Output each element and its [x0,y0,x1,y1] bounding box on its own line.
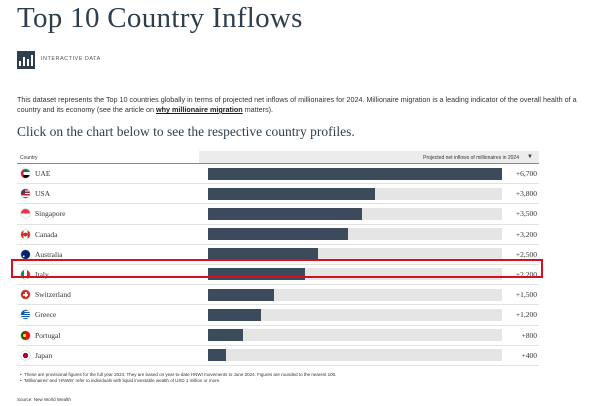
country-name[interactable]: Canada [35,229,58,239]
footnote-1: • These are provisional figures for the … [20,372,337,377]
inflow-value: +800 [521,330,537,340]
country-name[interactable]: Portugal [35,330,61,340]
inflow-value: +400 [521,350,537,360]
bar-track [208,167,502,180]
table-row[interactable]: Japan +400 [17,346,539,366]
country-name[interactable]: Switzerland [35,290,71,300]
canada-flag-icon [21,229,30,239]
value-column-label: Projected net inflows of millionaires in… [423,155,519,161]
description: This dataset represents the Top 10 count… [17,95,592,115]
footnote-2-text: 'Millionaires' and 'HNWIs' refer to indi… [24,378,221,383]
switzerland-flag-icon [21,290,30,300]
table-row[interactable]: Switzerland +1,500 [17,285,539,306]
table-header: Country Projected net inflows of million… [17,151,539,164]
bar-fill[interactable] [208,248,318,261]
country-name[interactable]: Italy [35,269,49,279]
country-inflows-table: Country Projected net inflows of million… [17,151,539,366]
bar-track [208,308,502,321]
page-title: Top 10 Country Inflows [17,2,303,34]
chart-instruction: Click on the chart below to see the resp… [17,124,355,139]
bar-track [208,228,502,241]
inflow-value: +2,200 [515,269,537,279]
bar-fill[interactable] [208,207,362,220]
table-row[interactable]: UAE +6,700 [17,164,539,185]
footnote-2: • 'Millionaires' and 'HNWIs' refer to in… [20,378,221,383]
bar-track [208,187,502,200]
millionaire-migration-link[interactable]: why millionaire migration [156,105,243,114]
australia-flag-icon [21,249,30,259]
interactive-data-label: INTERACTIVE DATA [41,56,101,62]
italy-row-highlight [11,259,543,278]
uae-flag-icon [21,169,30,178]
table-row[interactable]: Canada +3,200 [17,225,539,245]
inflow-value: +2,500 [515,249,537,259]
description-text: This dataset represents the Top 10 count… [17,95,577,114]
inflow-value: +1,500 [515,290,537,300]
country-name[interactable]: Greece [35,310,57,320]
value-column-header[interactable]: Projected net inflows of millionaires in… [199,151,539,163]
bar-fill[interactable] [208,187,375,200]
greece-flag-icon [21,310,30,320]
bar-track [208,329,502,341]
bar-chart-icon [17,51,35,69]
inflow-value: +3,800 [515,189,537,199]
italy-flag-icon [21,269,30,279]
japan-flag-icon [21,350,30,360]
bar-fill[interactable] [208,349,226,362]
country-name[interactable]: USA [35,189,51,199]
bar-track [208,248,502,261]
country-name[interactable]: Japan [35,350,53,360]
bar-track [208,349,502,362]
sort-down-icon[interactable]: ▼ [527,154,533,160]
bar-fill[interactable] [208,308,261,321]
table-row[interactable]: Australia +2,500 [17,245,539,265]
portugal-flag-icon [21,330,30,340]
country-column-header: Country [20,155,38,161]
country-name[interactable]: Singapore [35,209,66,219]
inflow-value: +6,700 [515,169,537,178]
country-name[interactable]: UAE [35,169,51,178]
table-row[interactable]: USA +3,800 [17,184,539,205]
table-row[interactable]: Singapore +3,500 [17,204,539,225]
footnotes: • These are provisional figures for the … [20,372,336,384]
footnote-1-text: These are provisional figures for the fu… [24,372,337,377]
bar-fill[interactable] [208,288,274,301]
bar-fill[interactable] [208,329,244,341]
bar-track [208,288,502,301]
country-name[interactable]: Australia [35,249,63,259]
inflow-value: +3,500 [515,209,537,219]
bar-track [208,207,502,220]
table-row[interactable]: Portugal +800 [17,326,539,346]
inflow-value: +3,200 [515,229,537,239]
bar-fill[interactable] [208,228,349,241]
singapore-flag-icon [21,209,30,219]
table-row[interactable]: Greece +1,200 [17,305,539,326]
bar-fill[interactable] [208,167,502,180]
usa-flag-icon [21,189,30,199]
source-note: Source: New World Wealth [17,397,71,402]
inflow-value: +1,200 [515,310,537,320]
table-body: UAE +6,700 USA +3,800 Singapore +3,500 Canada +… [17,164,539,366]
description-text-end: matters). [242,105,274,114]
